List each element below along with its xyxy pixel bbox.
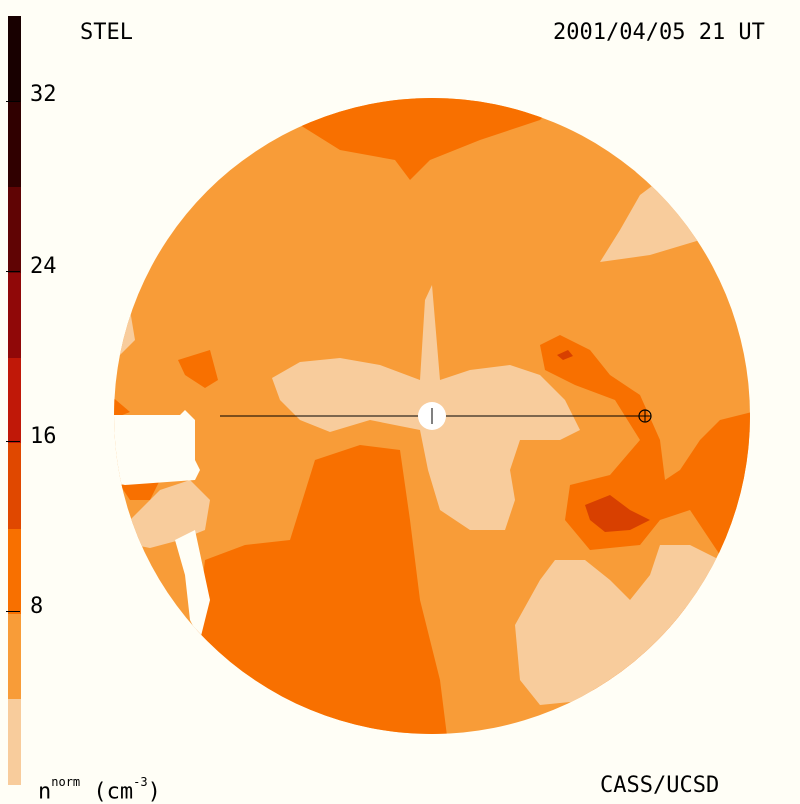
colorbar-tick-24 [6, 271, 20, 272]
colorbar-segment [8, 442, 21, 529]
colorbar-tick-32 [6, 101, 20, 102]
colorbar-segment [8, 272, 21, 358]
institution-label: CASS/UCSD [600, 773, 720, 798]
colorbar-label-16: 16 [30, 424, 57, 449]
map-spot-right [585, 495, 650, 532]
datetime-label: 2001/04/05 21 UT [553, 20, 765, 45]
colorbar-quantity-label: nnorm (cm-3) [38, 775, 161, 804]
colorbar-segment [8, 357, 21, 444]
map-region-left-lower [120, 480, 160, 500]
map-region-left-edge [114, 395, 130, 420]
colorbar-segment [8, 186, 21, 273]
map-region-bottom-left [195, 445, 450, 734]
colorbar-segment [8, 16, 21, 102]
colorbar-segment [8, 613, 21, 700]
colorbar-segment [8, 528, 21, 614]
map-region-left-small [178, 350, 218, 388]
colorbar [8, 16, 21, 785]
map-region-top [300, 98, 570, 180]
map-spot-upper-right [557, 350, 573, 360]
colorbar-tick-8 [6, 611, 20, 612]
colorbar-label-24: 24 [30, 254, 57, 279]
map-missing-data-lower [175, 530, 210, 640]
instrument-label: STEL [80, 20, 133, 45]
map-region-left-light [130, 480, 210, 548]
colorbar-tick-16 [6, 441, 20, 442]
colorbar-label-32: 32 [30, 82, 57, 107]
colorbar-label-8: 8 [30, 594, 44, 619]
colorbar-segment [8, 698, 21, 785]
map-missing-data [114, 410, 200, 485]
colorbar-segment [8, 101, 21, 188]
